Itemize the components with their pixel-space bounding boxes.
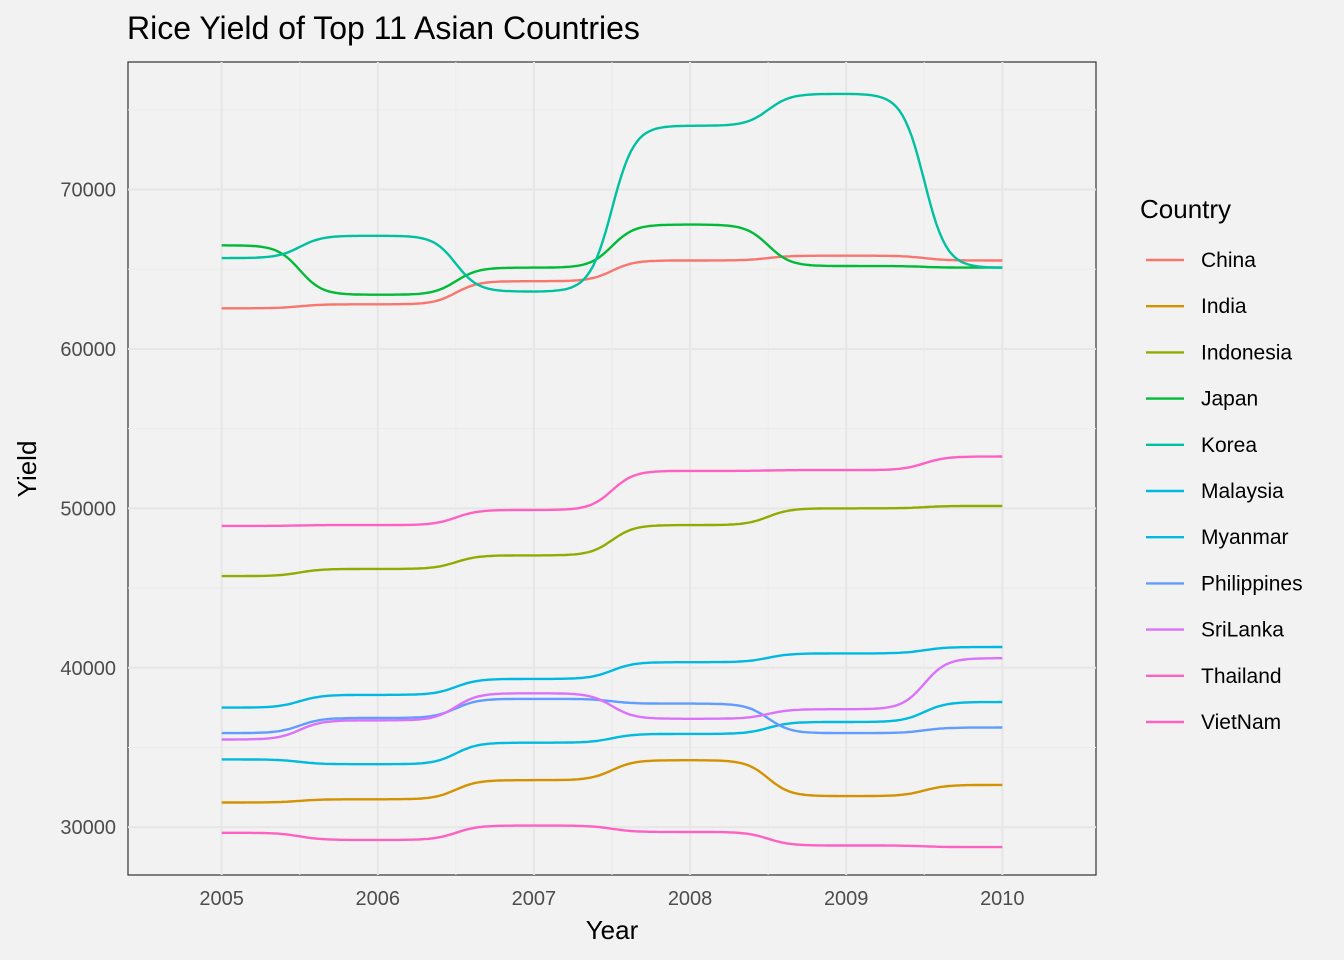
legend-label-japan: Japan (1201, 388, 1258, 411)
y-tick-label: 70000 (60, 180, 116, 202)
legend: Country China India Indonesia Japan Korea Mal… (1140, 194, 1303, 734)
series-line-malaysia (221, 700, 1003, 766)
series-line-china (221, 254, 1003, 310)
y-tick-label: 30000 (60, 817, 116, 839)
series-layer (221, 92, 1003, 849)
legend-label-thailand: Thailand (1201, 665, 1282, 688)
y-tick-label: 60000 (60, 339, 116, 361)
legend-label-philippines: Philippines (1201, 572, 1303, 595)
series-line-india (221, 759, 1003, 804)
y-axis-title: Yield (12, 441, 42, 498)
legend-label-srilanka: SriLanka (1201, 619, 1284, 642)
x-tick-label: 2009 (824, 888, 869, 910)
legend-label-korea: Korea (1201, 434, 1257, 457)
series-line-srilanka (221, 657, 1003, 741)
legend-label-indonesia: Indonesia (1201, 341, 1292, 364)
y-tick-label: 40000 (60, 658, 116, 680)
grid-layer (128, 62, 1096, 875)
chart-title: Rice Yield of Top 11 Asian Countries (127, 10, 640, 46)
series-line-thailand (221, 824, 1003, 849)
x-tick-label: 2007 (512, 888, 557, 910)
series-line-korea (221, 92, 1003, 293)
x-tick-label: 2008 (668, 888, 713, 910)
series-line-japan (221, 223, 1003, 296)
x-tick-label: 2005 (199, 888, 244, 910)
series-line-vietnam (221, 455, 1003, 528)
axis-layer: 30000 40000 50000 60000 70000 2005 2006 2007 200… (60, 180, 1024, 910)
series-line-indonesia (221, 504, 1003, 578)
legend-label-china: China (1201, 249, 1256, 272)
legend-label-malaysia: Malaysia (1201, 480, 1284, 503)
legend-title: Country (1140, 194, 1231, 224)
y-tick-label: 50000 (60, 498, 116, 520)
x-axis-title: Year (586, 915, 639, 945)
series-line-philippines (221, 697, 1003, 735)
x-tick-label: 2010 (980, 888, 1025, 910)
x-tick-label: 2006 (356, 888, 401, 910)
legend-label-vietnam: VietNam (1201, 711, 1281, 734)
series-line-myanmar (221, 645, 1003, 709)
legend-label-myanmar: Myanmar (1201, 526, 1289, 549)
legend-label-india: India (1201, 295, 1247, 318)
